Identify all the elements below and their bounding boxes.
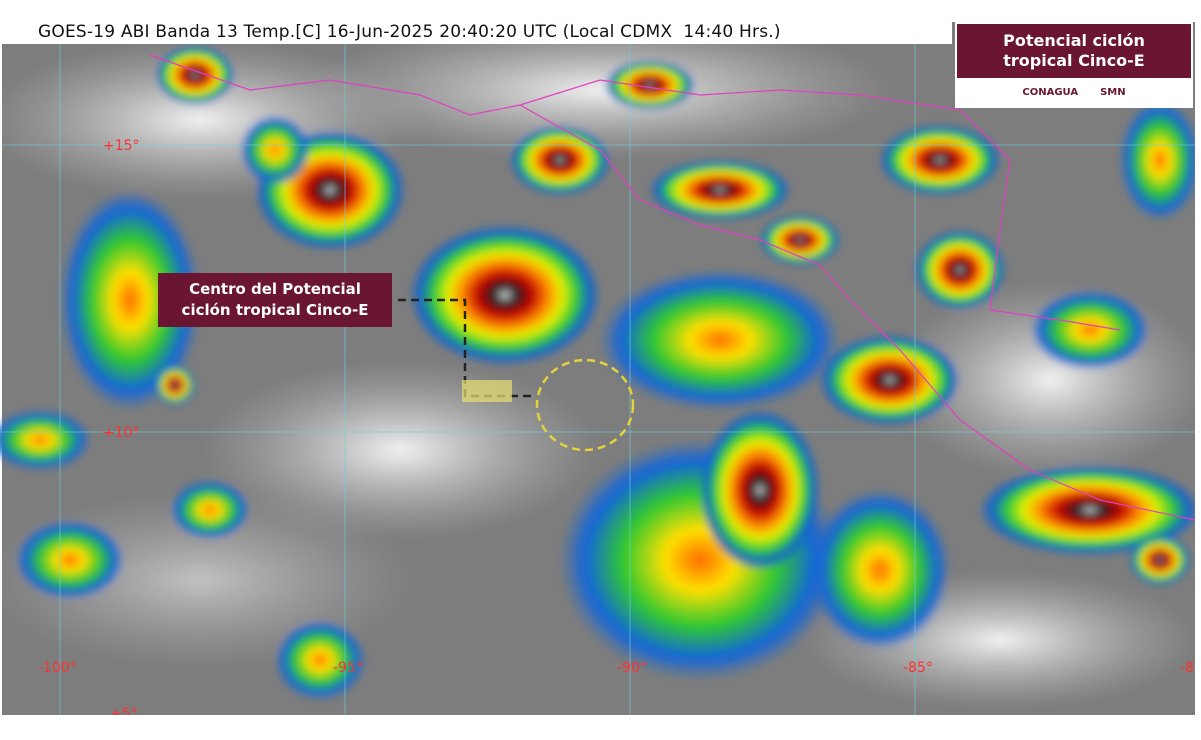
lat-label: +10° [103,425,140,441]
lon-label: -100° [38,660,77,676]
callout-line: Centro del Potencial [189,280,361,298]
callout: Centro del Potencial ciclón tropical Cin… [158,273,392,327]
graticule [2,22,1195,715]
logos: CONAGUA SMN [957,78,1191,106]
badge-line: tropical Cinco-E [1003,51,1145,70]
logo: SMN [1100,86,1126,98]
badge-line: Potencial ciclón [1003,31,1145,50]
lon-label: -95° [333,660,363,676]
lon-label: -85° [903,660,933,676]
callout-line: ciclón tropical Cinco-E [181,301,369,319]
badge-title: Potencial ciclón tropical Cinco-E [957,31,1191,71]
badge: Potencial ciclón tropical Cinco-E CONAGU… [955,22,1193,108]
lat-label: +15° [103,138,140,154]
lon-label: -90° [617,660,647,676]
center-marker [462,380,512,402]
center-circle [535,358,635,452]
coastline [149,54,1196,521]
lon-label: -8 [1180,660,1194,676]
logo: CONAGUA [1022,86,1079,98]
header-title: GOES-19 ABI Banda 13 Temp.[C] 16-Jun-202… [2,20,952,44]
